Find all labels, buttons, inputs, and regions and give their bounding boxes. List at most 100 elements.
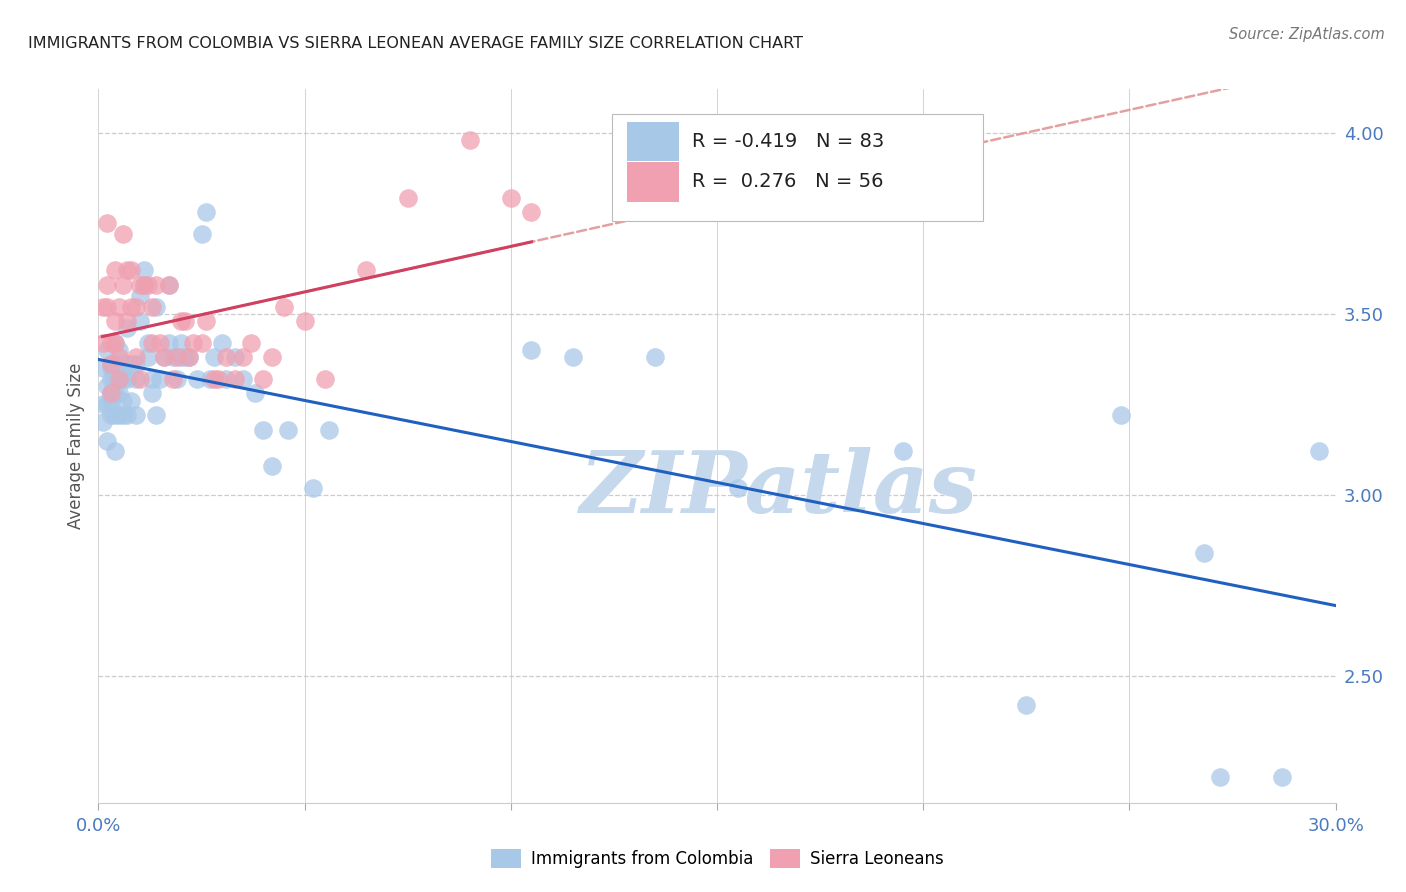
Point: [314, 372, 336, 386]
Point: [104, 335, 127, 350]
Point: [108, 372, 131, 386]
Point: [202, 351, 225, 365]
Point: [194, 205, 217, 219]
Point: [1271, 771, 1294, 785]
Point: [104, 263, 127, 277]
Point: [1109, 408, 1132, 422]
Point: [162, 351, 184, 365]
Point: [108, 372, 131, 386]
Point: [215, 351, 238, 365]
Point: [108, 372, 131, 386]
Point: [112, 372, 135, 386]
Text: R = -0.419   N = 83: R = -0.419 N = 83: [692, 132, 884, 151]
Point: [100, 358, 122, 372]
Text: Source: ZipAtlas.com: Source: ZipAtlas.com: [1229, 27, 1385, 42]
Point: [153, 351, 176, 365]
Point: [190, 227, 212, 241]
Point: [108, 351, 131, 365]
Point: [132, 277, 155, 292]
Point: [104, 408, 127, 422]
Point: [117, 358, 139, 372]
Point: [117, 408, 139, 422]
Point: [104, 444, 127, 458]
Point: [108, 300, 131, 314]
Point: [124, 300, 146, 314]
Point: [100, 358, 122, 372]
Point: [96, 300, 118, 314]
Point: [252, 372, 274, 386]
Point: [644, 351, 666, 365]
Point: [91, 397, 114, 411]
Point: [145, 300, 167, 314]
Point: [108, 408, 131, 422]
Point: [104, 386, 127, 401]
Point: [100, 335, 122, 350]
Point: [157, 277, 180, 292]
Point: [128, 277, 150, 292]
Point: [96, 343, 118, 357]
Point: [96, 216, 118, 230]
Point: [112, 408, 135, 422]
Point: [186, 372, 208, 386]
Point: [132, 277, 155, 292]
Point: [294, 314, 316, 328]
Point: [104, 335, 127, 350]
Point: [100, 372, 122, 386]
Point: [100, 386, 122, 401]
Point: [120, 393, 142, 408]
Point: [277, 423, 299, 437]
Point: [100, 361, 122, 376]
Text: R =  0.276   N = 56: R = 0.276 N = 56: [692, 172, 884, 192]
Point: [166, 351, 188, 365]
Point: [141, 386, 163, 401]
Point: [124, 408, 146, 422]
Point: [145, 408, 167, 422]
Point: [190, 335, 212, 350]
Point: [128, 288, 150, 302]
Point: [91, 335, 114, 350]
Point: [174, 314, 197, 328]
Point: [117, 321, 139, 335]
Point: [179, 351, 201, 365]
FancyBboxPatch shape: [612, 114, 983, 221]
Point: [141, 300, 163, 314]
Point: [149, 372, 172, 386]
Point: [96, 397, 118, 411]
Point: [128, 372, 150, 386]
Point: [243, 386, 266, 401]
Point: [145, 277, 167, 292]
Point: [136, 277, 159, 292]
Point: [356, 263, 378, 277]
Point: [215, 372, 238, 386]
Point: [727, 481, 749, 495]
Point: [224, 351, 246, 365]
Point: [181, 335, 204, 350]
Point: [120, 358, 142, 372]
Point: [232, 351, 254, 365]
Point: [520, 205, 543, 219]
Point: [1192, 546, 1215, 560]
Point: [96, 277, 118, 292]
Point: [170, 335, 193, 350]
Point: [91, 361, 114, 376]
Point: [108, 358, 131, 372]
Point: [112, 277, 135, 292]
Point: [891, 444, 914, 458]
Point: [96, 434, 118, 448]
Point: [260, 458, 283, 473]
Y-axis label: Average Family Size: Average Family Size: [66, 363, 84, 529]
Point: [112, 227, 135, 241]
FancyBboxPatch shape: [627, 162, 679, 202]
Point: [207, 372, 229, 386]
Point: [96, 379, 118, 393]
Point: [179, 351, 201, 365]
Point: [174, 351, 197, 365]
Point: [132, 263, 155, 277]
Point: [100, 408, 122, 422]
Point: [224, 372, 246, 386]
Point: [240, 335, 263, 350]
Point: [260, 351, 283, 365]
Point: [166, 372, 188, 386]
Point: [458, 133, 481, 147]
Point: [1209, 771, 1232, 785]
